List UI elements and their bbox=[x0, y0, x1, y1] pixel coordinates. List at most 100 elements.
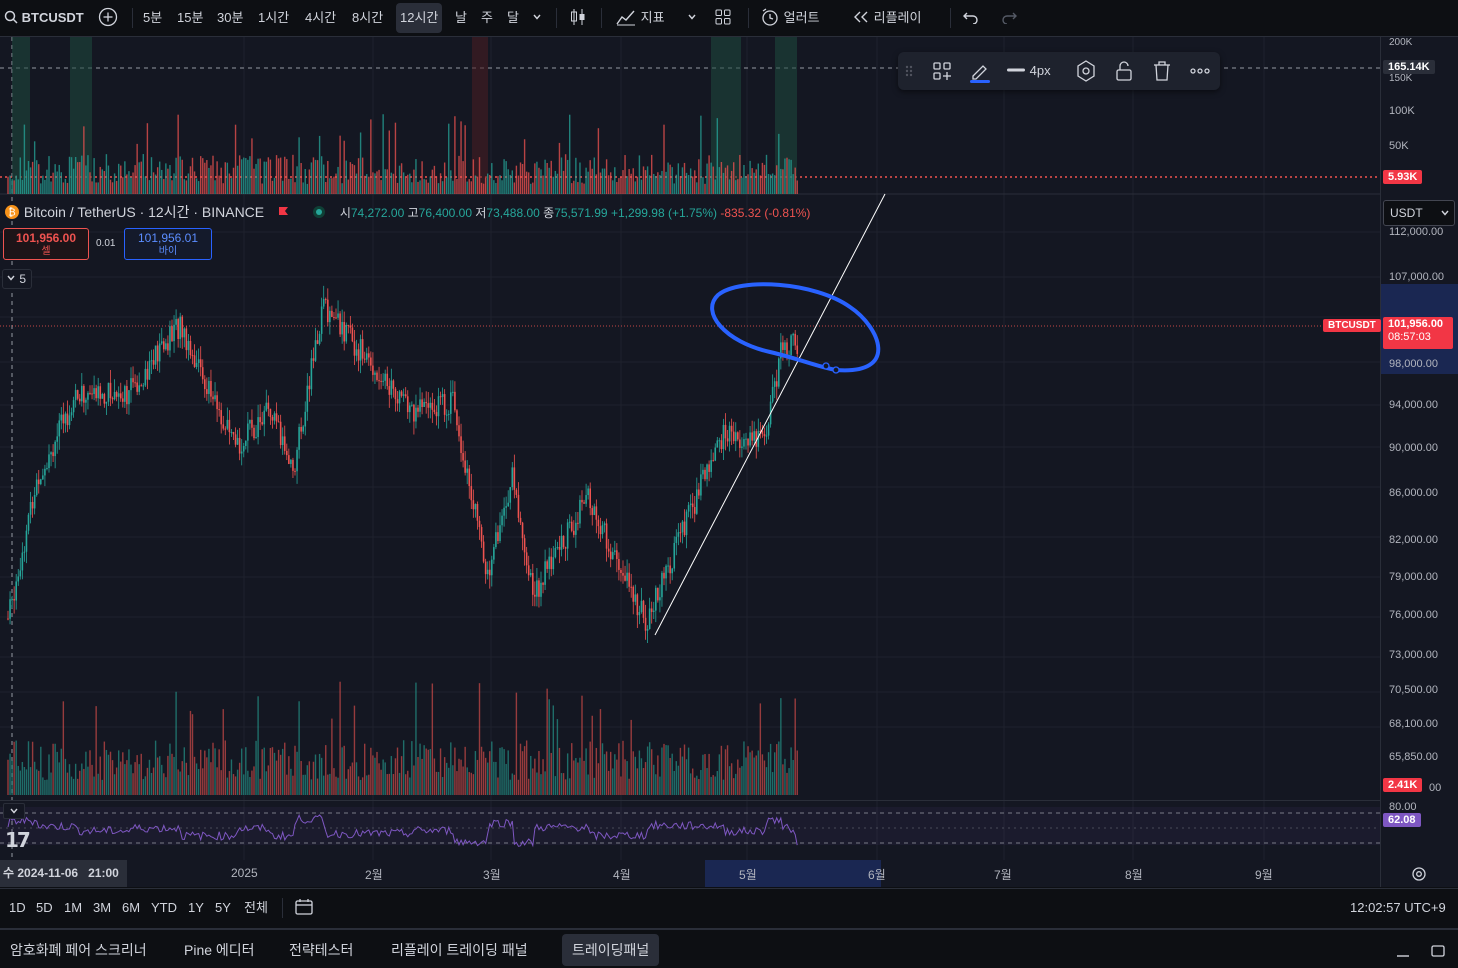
more-icon[interactable] bbox=[1188, 59, 1212, 83]
collapse-legend-button[interactable]: 5 bbox=[2, 269, 32, 289]
volume-bar bbox=[323, 775, 325, 795]
volume-bar bbox=[753, 757, 755, 795]
pencil-color-icon[interactable] bbox=[968, 59, 992, 83]
templates-icon[interactable] bbox=[930, 59, 954, 83]
candle-body bbox=[724, 424, 727, 439]
symbol-title[interactable]: Bitcoin / TetherUS · 12시간 · BINANCE bbox=[23, 204, 265, 220]
volume-bar bbox=[429, 749, 431, 795]
range-6m[interactable]: 6M bbox=[122, 900, 141, 915]
tf-month[interactable]: 달 bbox=[507, 10, 519, 25]
candle-body bbox=[316, 340, 319, 344]
volume-bar bbox=[68, 156, 71, 194]
candle-body bbox=[529, 572, 532, 576]
high-label: 고 bbox=[407, 206, 419, 220]
currency-selector[interactable]: USDT bbox=[1383, 200, 1455, 226]
volume-bar bbox=[495, 182, 497, 194]
rsi-collapse-button[interactable] bbox=[3, 803, 25, 819]
range-1y[interactable]: 1Y bbox=[188, 900, 204, 915]
tab-trading-panel[interactable]: 트레이딩패널 bbox=[562, 934, 660, 966]
tf-1h[interactable]: 1시간 bbox=[258, 10, 290, 25]
indicators-button[interactable]: 지표 bbox=[615, 0, 665, 36]
buy-button[interactable]: 101,956.01 바이 bbox=[124, 228, 212, 260]
range-1d[interactable]: 1D bbox=[9, 900, 26, 915]
candle-body bbox=[452, 391, 454, 393]
clock-timezone[interactable]: 12:02:57 UTC+9 bbox=[1350, 900, 1446, 915]
range-ytd[interactable]: YTD bbox=[151, 900, 177, 915]
undo-button[interactable] bbox=[962, 0, 980, 36]
tradingview-logo-icon[interactable]: 17 bbox=[5, 828, 31, 852]
volume-bar bbox=[251, 138, 253, 194]
volume-bar bbox=[150, 772, 153, 795]
candle-body bbox=[81, 385, 83, 402]
add-symbol-button[interactable] bbox=[98, 0, 118, 36]
volume-bar bbox=[774, 175, 776, 194]
trash-icon[interactable] bbox=[1150, 59, 1174, 83]
ellipse-drawing bbox=[710, 282, 881, 373]
tf-15m[interactable]: 15분 bbox=[177, 10, 204, 25]
tab-strategy-tester[interactable]: 전략테스터 bbox=[289, 942, 354, 958]
minimize-panel-button[interactable] bbox=[1385, 934, 1421, 966]
volume-bar bbox=[132, 172, 134, 194]
candle-body bbox=[443, 394, 446, 415]
rsi-pane-divider bbox=[0, 800, 1380, 801]
tab-replay-trading-panel[interactable]: 리플레이 트레이딩 패널 bbox=[391, 942, 528, 958]
candle-body bbox=[560, 535, 563, 550]
drag-handle-icon[interactable] bbox=[904, 59, 914, 83]
symbol-search[interactable]: BTCUSDT bbox=[4, 0, 84, 36]
tf-5m[interactable]: 5분 bbox=[143, 10, 163, 25]
range-1m[interactable]: 1M bbox=[64, 900, 83, 915]
symbol-price-tag: BTCUSDT bbox=[1323, 319, 1381, 332]
timeframe-dropdown[interactable] bbox=[532, 0, 542, 36]
indicators-dropdown[interactable] bbox=[687, 0, 697, 36]
candle-body bbox=[286, 450, 288, 456]
chart-settings-icon[interactable] bbox=[1411, 866, 1427, 882]
layout-button[interactable] bbox=[714, 0, 732, 36]
chart-type-button[interactable] bbox=[568, 0, 588, 36]
candle-body bbox=[675, 536, 678, 543]
volume-bar bbox=[208, 748, 210, 795]
volume-bar bbox=[679, 747, 682, 795]
volume-bar bbox=[282, 748, 284, 795]
volume-bar bbox=[769, 174, 772, 194]
volume-bar bbox=[89, 750, 91, 795]
tf-30m[interactable]: 30분 bbox=[217, 10, 244, 25]
range-5y[interactable]: 5Y bbox=[215, 900, 231, 915]
goto-date-button[interactable] bbox=[294, 889, 314, 927]
range-3m[interactable]: 3M bbox=[93, 900, 112, 915]
sell-button[interactable]: 101,956.00 셀 bbox=[3, 228, 89, 260]
tab-crypto-screener[interactable]: 암호화폐 페어 스크리너 bbox=[10, 942, 147, 958]
volume-bar bbox=[474, 751, 477, 795]
volume-bar bbox=[411, 182, 413, 194]
candle-body bbox=[15, 581, 17, 601]
volume-bar bbox=[735, 180, 737, 194]
flag-icon[interactable] bbox=[276, 205, 290, 219]
line-width-button[interactable]: 4px bbox=[1006, 52, 1051, 90]
volume-bar bbox=[579, 757, 581, 795]
redo-button[interactable] bbox=[1000, 0, 1018, 36]
volume-bar bbox=[68, 764, 71, 795]
lock-icon[interactable] bbox=[1112, 59, 1136, 83]
volume-bar bbox=[612, 768, 614, 795]
maximize-panel-button[interactable] bbox=[1420, 934, 1456, 966]
range-all[interactable]: 전체 bbox=[244, 900, 268, 915]
alert-button[interactable]: 얼러트 bbox=[760, 0, 820, 36]
volume-bar bbox=[97, 182, 99, 194]
volume-bar bbox=[152, 767, 155, 795]
tf-week[interactable]: 주 bbox=[481, 10, 493, 25]
tf-4h[interactable]: 4시간 bbox=[305, 10, 337, 25]
replay-button[interactable]: 리플레이 bbox=[852, 0, 921, 36]
volume-bar bbox=[54, 743, 56, 795]
volume-bar bbox=[331, 718, 333, 795]
volume-bar bbox=[378, 763, 380, 795]
candle-body bbox=[197, 359, 200, 363]
tab-pine-editor[interactable]: Pine 에디터 bbox=[184, 942, 255, 958]
tf-day[interactable]: 날 bbox=[455, 10, 467, 25]
volume-bar bbox=[359, 132, 362, 194]
settings-icon[interactable] bbox=[1074, 59, 1098, 83]
range-5d[interactable]: 5D bbox=[36, 900, 53, 915]
volume-bar bbox=[171, 753, 173, 795]
tf-8h[interactable]: 8시간 bbox=[352, 10, 384, 25]
tf-12h[interactable]: 12시간 bbox=[396, 3, 443, 33]
volume-bar bbox=[296, 751, 298, 795]
volume-bar bbox=[562, 773, 565, 795]
